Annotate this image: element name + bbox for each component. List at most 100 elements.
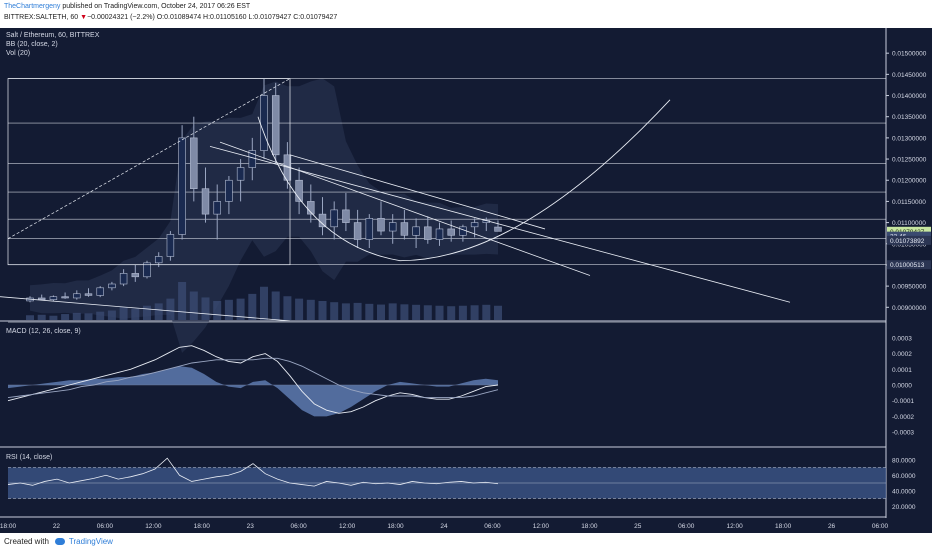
volume-bar [435,305,444,320]
time-tick-label: 12:00 [533,523,550,530]
bb-label[interactable]: BB (20, close, 2) [6,41,58,48]
macd-tick-label: 0.0003 [892,335,912,342]
author-link[interactable]: TheChartmergeny [4,3,61,10]
tradingview-logo-icon [54,538,65,546]
price-badge [887,226,931,236]
volume-bar [271,291,280,320]
ohlc-line: BITTREX:SALTETH, 60 ▼−0.00024321 (−2.2%)… [4,14,337,21]
time-tick-label: 12:00 [339,523,356,530]
candle [353,222,362,240]
volume-bar [166,298,175,320]
bollinger-band [30,78,498,353]
time-tick-label: 06:00 [291,523,308,530]
candle [61,296,69,299]
volume-bar [283,296,292,320]
volume-bar [178,282,187,320]
trend-line [289,154,546,230]
volume-bar [143,305,151,320]
time-tick-label: 22 [53,523,61,530]
volume-bar [61,314,70,320]
rsi-tick-label: 60.0000 [892,473,916,480]
trend-line [0,296,291,322]
publish-line: TheChartmergeny published on TradingView… [4,3,250,10]
time-tick-label: 12:00 [727,523,744,530]
candle [435,228,444,240]
rsi-tick-label: 40.0000 [892,488,916,495]
price-tick-label: 0.01400000 [892,93,927,100]
volume-bar [236,298,245,320]
price-badge-label: 0.01073892 [890,238,925,245]
macd-tick-label: -0.0003 [892,430,914,437]
time-tick-label: 26 [828,523,836,530]
macd-label[interactable]: MACD (12, 26, close, 9) [6,328,81,335]
macd-tick-label: 0.0000 [892,383,912,390]
rsi-tick-label: 80.0000 [892,457,916,464]
chart-area[interactable]: 0.01500000 0.01450000 0.01400000 0.01350000… [0,28,932,533]
time-tick-label: 06:00 [97,523,114,530]
volume-bar [26,315,34,320]
volume-bar [353,302,362,320]
rsi-line [7,457,499,487]
volume-bar [341,303,350,320]
vol-label[interactable]: Vol (20) [6,50,31,57]
candle [49,296,58,300]
price-badge [887,235,931,245]
price-tick-label: 0.01200000 [892,178,927,185]
volume-bar [306,299,315,320]
candle [342,209,350,223]
candle [330,209,338,228]
candle [213,201,221,215]
candle [166,234,175,257]
rsi-tick-label: 20.0000 [892,504,916,511]
price-badge-label: 0.01000513 [890,262,925,269]
candle [178,137,186,235]
time-tick-label: 18:00 [0,523,17,530]
macd-line [7,345,499,414]
time-tick-label: 06:00 [872,523,889,530]
price-tick-label: 0.01100000 [892,220,926,227]
volume-bar [400,304,409,320]
footer: Created with TradingView [0,533,932,550]
candle [190,137,198,190]
price-change: −0.00024321 (−2.2%) [87,14,155,21]
macd-histogram [8,366,498,417]
volume-bar [224,299,233,320]
tradingview-brand-link[interactable]: TradingView [68,537,113,546]
price-badge [887,260,931,270]
candle [400,222,409,236]
candle [37,297,46,300]
time-tick-label: 18:00 [775,523,792,530]
volume-bar [365,303,374,320]
macd-tick-label: 0.0001 [892,367,912,374]
macd-tick-label: -0.0001 [892,398,914,405]
dashed-trend-line [7,78,291,239]
price-chart-svg[interactable]: 0.01500000 0.01450000 0.01400000 0.01350000… [0,28,932,533]
range-box [7,78,291,266]
candle [119,273,128,285]
volume-bar [260,286,268,320]
candle [154,256,163,264]
volume-bar [470,305,479,320]
candle [377,218,385,232]
time-tick-label: 18:00 [387,523,404,530]
candle [131,273,140,278]
rsi-label[interactable]: RSI (14, close) [6,454,53,461]
volume-bar [107,310,116,320]
volume-bar [482,304,491,320]
candle [271,95,280,156]
candle [108,283,116,289]
volume-bar [388,303,397,320]
volume-bar [72,312,81,320]
symbol-info: BITTREX:SALTETH, 60 [4,14,81,21]
volume-bar [213,301,222,320]
price-tick-label: 0.01150000 [892,199,926,206]
time-tick-label: 25 [634,523,642,530]
price-tick-label: 0.00950000 [892,284,927,291]
candle [494,226,502,232]
volume-bar [96,311,105,320]
volume-bar [119,306,128,320]
price-tick-label: 0.01450000 [892,72,927,79]
candle [470,222,479,228]
candle [307,201,315,215]
candle [248,150,257,168]
